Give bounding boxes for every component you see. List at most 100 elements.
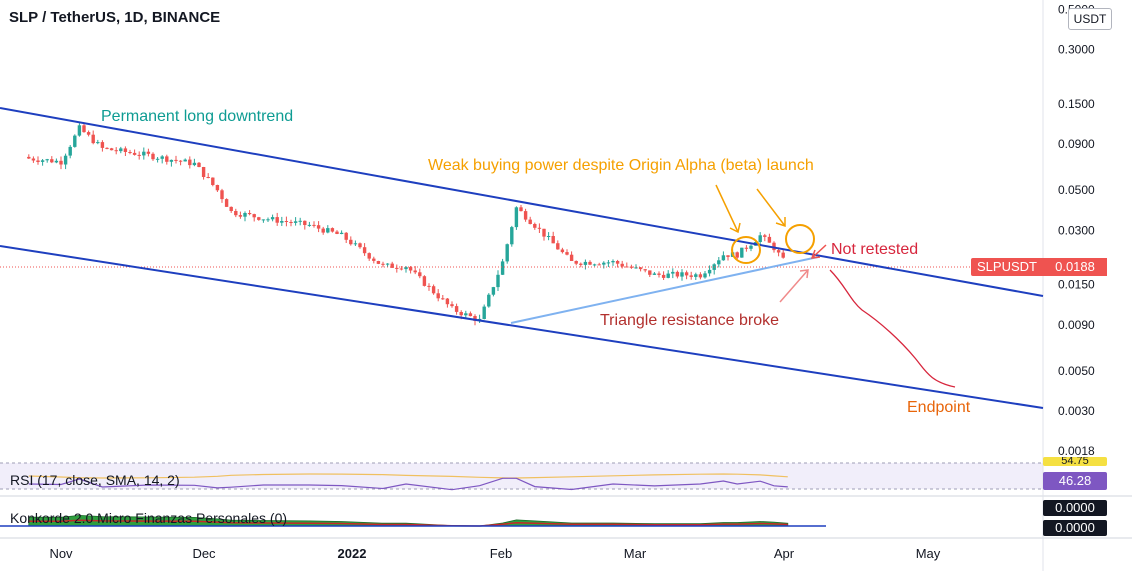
currency-unit-button[interactable]: USDT (1068, 8, 1112, 30)
symbol-badge: SLPUSDT (971, 258, 1043, 276)
candle-body (684, 272, 689, 276)
candle-body (579, 263, 583, 265)
candle-body (312, 224, 316, 226)
candle-body (82, 125, 86, 133)
candle-body (445, 298, 450, 305)
candle-body (243, 213, 247, 217)
candle-body (592, 264, 597, 266)
candle-body (744, 247, 749, 249)
candle-body (91, 134, 95, 144)
candle-body (298, 220, 302, 222)
candle-body (335, 231, 339, 234)
candle-body (459, 312, 463, 316)
candle-body (657, 273, 661, 275)
candle-body (602, 262, 606, 265)
candle-body (229, 206, 233, 211)
candle-body (569, 254, 574, 261)
candle-body (353, 243, 358, 245)
candle-body (109, 148, 114, 151)
candle-body (473, 316, 477, 321)
channel-upper-line[interactable] (0, 107, 1044, 297)
annotation-downtrend: Permanent long downtrend (101, 108, 293, 125)
candle-body (160, 156, 164, 159)
candle-body (523, 211, 528, 220)
rsi-pane (28, 473, 788, 491)
konkorde-value-badge-1: 0.0000 (1043, 500, 1107, 516)
candle-body (183, 159, 187, 162)
candle-body (740, 247, 744, 258)
projection-path[interactable] (829, 269, 956, 388)
candle-body (427, 285, 431, 287)
candle-body (556, 243, 560, 250)
chart-title: SLP / TetherUS, 1D, BINANCE (9, 9, 221, 26)
candle-body (606, 262, 611, 264)
candle-body (86, 132, 91, 135)
candle-body (726, 255, 730, 257)
candle-body (560, 249, 565, 253)
channel-lower-line[interactable] (0, 245, 1044, 409)
time-tick-label: 2022 (338, 546, 367, 561)
candle-body (533, 224, 537, 228)
arrow-to-circle-1 (715, 184, 741, 234)
candle-body (629, 266, 634, 268)
rsi-label[interactable]: RSI (17, close, SMA, 14, 2) (10, 472, 180, 488)
candle-body (514, 207, 519, 228)
candle-body (197, 162, 201, 167)
annotation-triangle: Triangle resistance broke (600, 312, 779, 329)
candle-body (519, 207, 523, 212)
arrow-to-circle-2 (756, 188, 786, 228)
candle-body (50, 159, 54, 163)
candle-body (261, 219, 266, 221)
candle-body (666, 273, 670, 278)
rsi-line (28, 477, 788, 491)
candle-body (758, 235, 762, 242)
candle-body (721, 255, 726, 261)
candle-body (63, 155, 68, 165)
arrow-triangle-broke (779, 269, 809, 303)
candle-body (431, 286, 436, 294)
price-tick-label: 0.0050 (1058, 364, 1095, 378)
arrow-not-retested (810, 244, 827, 259)
candle-body (362, 247, 367, 254)
candle-body (358, 243, 362, 248)
candle-body (408, 267, 413, 271)
price-tick-label: 0.0030 (1058, 404, 1095, 418)
highlight-circle-2[interactable] (785, 224, 815, 254)
candle-body (321, 228, 325, 233)
candle-body (142, 151, 146, 156)
candle-body (689, 275, 693, 277)
annotation-weak-buying: Weak buying power despite Origin Alpha (… (428, 157, 814, 174)
candle-body (422, 276, 427, 286)
candle-body (54, 160, 59, 163)
candle-body (707, 269, 712, 274)
konkorde-value-badge-2: 0.0000 (1043, 520, 1107, 536)
candle-body (119, 148, 123, 152)
konkorde-label[interactable]: Konkorde 2.0 Micro Finanzas Personales (… (10, 510, 288, 526)
candle-body (735, 252, 739, 258)
candle-body (675, 271, 680, 277)
candle-body (307, 224, 312, 226)
candle-body (36, 160, 40, 162)
candle-body (280, 221, 284, 223)
highlight-circle-1[interactable] (731, 236, 761, 264)
candle-body (206, 177, 210, 178)
candle-body (146, 151, 151, 154)
candle-body (376, 261, 381, 264)
candle-body (574, 261, 578, 264)
triangle-support-line[interactable] (510, 256, 819, 324)
candle-body (247, 213, 252, 215)
time-tick-label: May (916, 546, 941, 561)
candle-body (178, 160, 183, 162)
candle-body (487, 294, 491, 307)
candle-body (96, 142, 100, 144)
candle-body (781, 252, 785, 258)
candle-body (537, 227, 542, 229)
candle-body (671, 271, 675, 274)
candle-body (772, 242, 776, 251)
candle-body (372, 258, 376, 261)
candle-body (303, 220, 307, 225)
candle-body (399, 268, 404, 270)
candle-body (500, 261, 505, 275)
